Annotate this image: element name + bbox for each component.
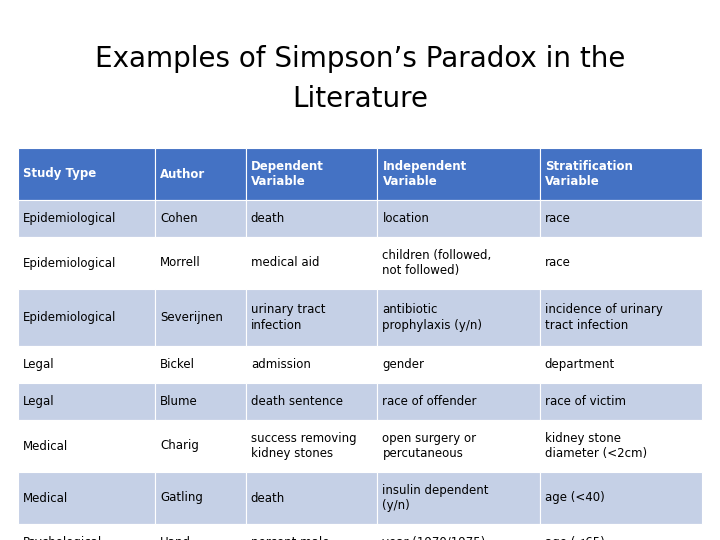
Text: department: department — [545, 358, 615, 371]
Bar — [540, 289, 702, 346]
Text: year (1970/1975): year (1970/1975) — [382, 536, 486, 540]
Text: admission: admission — [251, 358, 310, 371]
Text: age (<40): age (<40) — [545, 491, 605, 504]
Text: death: death — [251, 212, 285, 225]
Text: Morrell: Morrell — [161, 256, 201, 269]
Text: Epidemiological: Epidemiological — [23, 212, 117, 225]
Text: open surgery or
percutaneous: open surgery or percutaneous — [382, 432, 477, 460]
Bar — [246, 472, 377, 524]
Bar — [540, 472, 702, 524]
Text: Stratification
Variable: Stratification Variable — [545, 160, 633, 188]
Bar — [18, 346, 156, 383]
Bar — [18, 148, 156, 200]
Bar — [377, 200, 540, 237]
Bar — [377, 148, 540, 200]
Text: Hand: Hand — [161, 536, 192, 540]
Bar — [377, 524, 540, 540]
Bar — [156, 472, 246, 524]
Text: Dependent
Variable: Dependent Variable — [251, 160, 323, 188]
Bar — [377, 383, 540, 420]
Bar — [246, 200, 377, 237]
Text: urinary tract
infection: urinary tract infection — [251, 303, 325, 332]
Bar — [156, 200, 246, 237]
Bar — [156, 420, 246, 472]
Bar — [18, 200, 156, 237]
Bar — [156, 148, 246, 200]
Text: insulin dependent
(y/n): insulin dependent (y/n) — [382, 484, 489, 512]
Bar — [246, 148, 377, 200]
Bar — [377, 420, 540, 472]
Bar — [246, 289, 377, 346]
Text: Psychological: Psychological — [23, 536, 102, 540]
Text: death: death — [251, 491, 285, 504]
Text: Charig: Charig — [161, 440, 199, 453]
Text: Medical: Medical — [23, 440, 68, 453]
Bar — [246, 346, 377, 383]
Bar — [540, 346, 702, 383]
Text: race of offender: race of offender — [382, 395, 477, 408]
Bar — [18, 383, 156, 420]
Bar — [540, 524, 702, 540]
Text: Author: Author — [161, 167, 206, 180]
Bar — [540, 148, 702, 200]
Bar — [246, 524, 377, 540]
Bar — [377, 237, 540, 289]
Bar — [540, 200, 702, 237]
Text: children (followed,
not followed): children (followed, not followed) — [382, 249, 492, 277]
Bar — [18, 237, 156, 289]
Text: Literature: Literature — [292, 85, 428, 113]
Text: Epidemiological: Epidemiological — [23, 256, 117, 269]
Bar — [18, 472, 156, 524]
Text: Study Type: Study Type — [23, 167, 96, 180]
Text: Independent
Variable: Independent Variable — [382, 160, 467, 188]
Text: death sentence: death sentence — [251, 395, 343, 408]
Bar — [377, 289, 540, 346]
Text: success removing
kidney stones: success removing kidney stones — [251, 432, 356, 460]
Bar — [18, 420, 156, 472]
Bar — [18, 524, 156, 540]
Bar — [377, 472, 540, 524]
Bar — [18, 289, 156, 346]
Bar — [540, 237, 702, 289]
Text: percent male: percent male — [251, 536, 329, 540]
Text: antibiotic
prophylaxis (y/n): antibiotic prophylaxis (y/n) — [382, 303, 482, 332]
Text: Epidemiological: Epidemiological — [23, 311, 117, 324]
Text: gender: gender — [382, 358, 424, 371]
Bar — [156, 346, 246, 383]
Text: Cohen: Cohen — [161, 212, 198, 225]
Text: Examples of Simpson’s Paradox in the: Examples of Simpson’s Paradox in the — [95, 45, 625, 73]
Text: medical aid: medical aid — [251, 256, 319, 269]
Text: race: race — [545, 256, 570, 269]
Bar — [156, 383, 246, 420]
Text: Legal: Legal — [23, 395, 55, 408]
Bar — [377, 346, 540, 383]
Bar — [540, 420, 702, 472]
Text: Gatling: Gatling — [161, 491, 203, 504]
Bar — [540, 383, 702, 420]
Text: incidence of urinary
tract infection: incidence of urinary tract infection — [545, 303, 662, 332]
Bar — [156, 524, 246, 540]
Text: kidney stone
diameter (<2cm): kidney stone diameter (<2cm) — [545, 432, 647, 460]
Text: age (<65): age (<65) — [545, 536, 605, 540]
Bar — [246, 420, 377, 472]
Text: Medical: Medical — [23, 491, 68, 504]
Bar — [246, 383, 377, 420]
Text: Blume: Blume — [161, 395, 198, 408]
Text: Bickel: Bickel — [161, 358, 195, 371]
Text: Legal: Legal — [23, 358, 55, 371]
Text: location: location — [382, 212, 429, 225]
Bar — [156, 237, 246, 289]
Text: Severijnen: Severijnen — [161, 311, 223, 324]
Text: race: race — [545, 212, 570, 225]
Bar — [246, 237, 377, 289]
Bar — [156, 289, 246, 346]
Text: race of victim: race of victim — [545, 395, 626, 408]
